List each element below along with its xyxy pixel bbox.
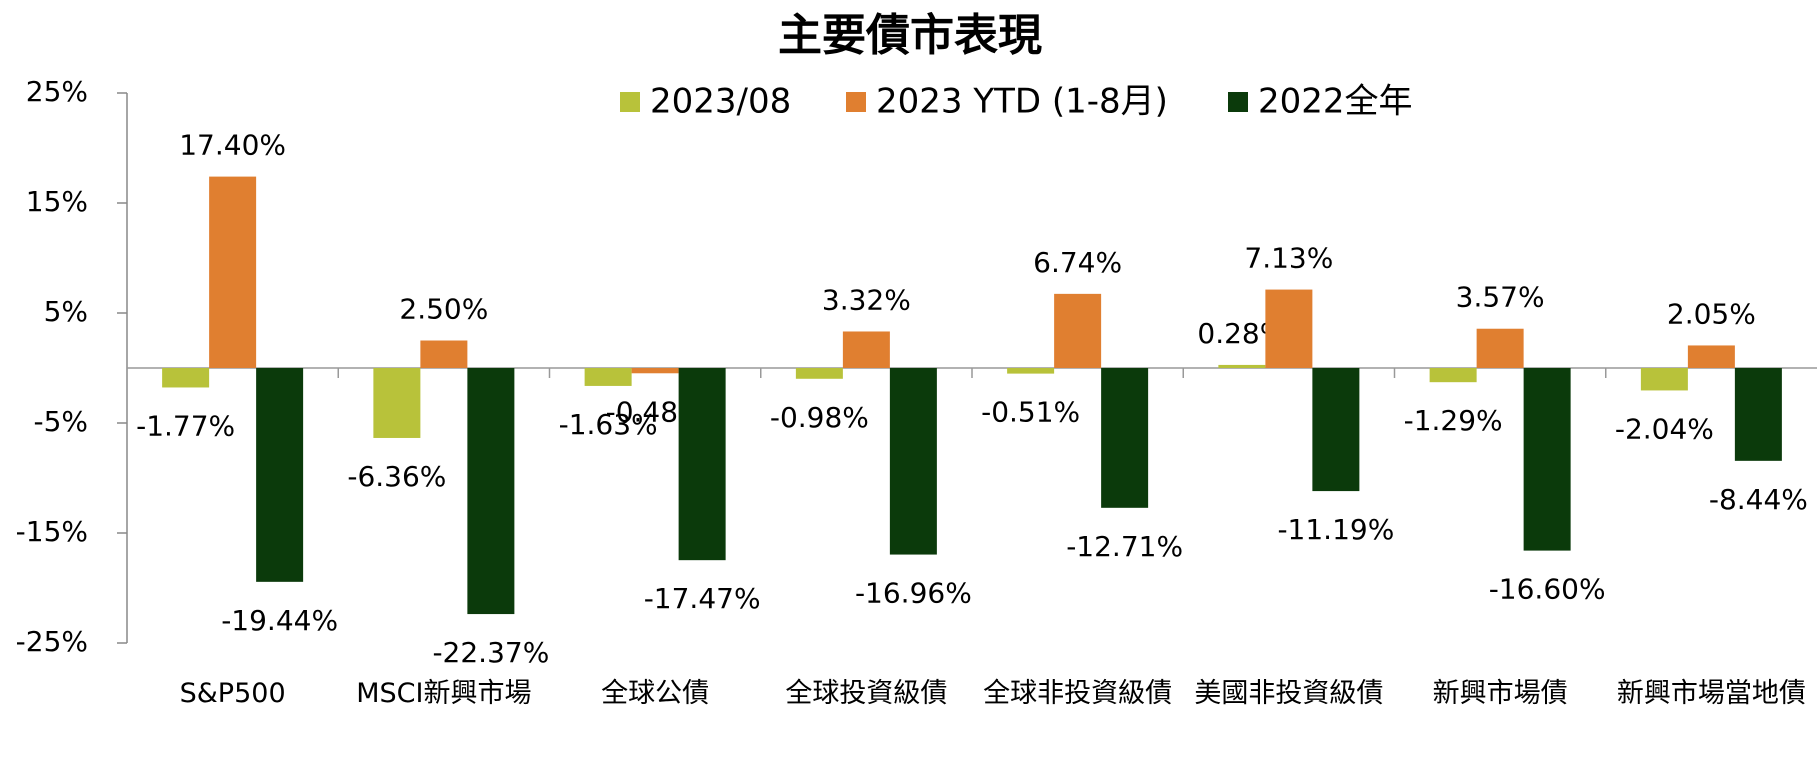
data-label: 3.32%	[822, 283, 911, 316]
bar	[842, 331, 890, 368]
x-tick-label: 全球投資級債	[785, 678, 948, 709]
data-label: -22.37%	[432, 636, 549, 669]
x-tick-label: 全球公債	[601, 678, 710, 709]
y-tick-label: 5%	[44, 295, 88, 328]
y-tick-label: -15%	[16, 515, 88, 548]
bar	[162, 368, 210, 388]
legend-swatch	[1228, 92, 1248, 112]
data-label: -0.51%	[981, 396, 1080, 429]
bar	[209, 176, 257, 368]
data-label: -19.44%	[221, 604, 338, 637]
bar	[1734, 368, 1782, 461]
data-label: -17.47%	[644, 582, 761, 615]
bar	[584, 368, 632, 386]
data-label: -2.04%	[1615, 412, 1714, 445]
data-label: 3.57%	[1456, 281, 1545, 314]
data-label: -12.71%	[1066, 530, 1183, 563]
y-tick-label: 15%	[26, 185, 88, 218]
bar	[1312, 368, 1360, 492]
x-tick-label: 全球非投資級債	[983, 678, 1173, 709]
chart-title: 主要債市表現	[778, 10, 1042, 61]
bar	[1054, 293, 1102, 368]
data-label: 6.74%	[1033, 246, 1122, 279]
legend-label: 2023 YTD (1-8月)	[876, 82, 1168, 122]
bar	[1476, 328, 1524, 368]
bar	[373, 368, 421, 438]
bar	[256, 368, 304, 582]
bar	[631, 368, 679, 374]
bar	[1265, 289, 1313, 368]
x-tick-label: 新興市場當地債	[1616, 678, 1806, 709]
data-label: -1.77%	[136, 409, 235, 442]
bar	[1523, 368, 1571, 551]
x-tick-label: 新興市場債	[1432, 678, 1568, 709]
y-tick-label: 25%	[26, 75, 88, 108]
x-tick-label: 美國非投資級債	[1194, 678, 1384, 709]
bar	[1429, 368, 1477, 383]
data-label: -6.36%	[347, 460, 446, 493]
bar	[678, 368, 726, 561]
bar	[795, 368, 843, 379]
legend-label: 2023/08	[650, 82, 791, 122]
data-label: -16.60%	[1489, 573, 1606, 606]
y-tick-label: -25%	[16, 625, 88, 658]
legend-swatch	[620, 92, 640, 112]
y-tick-label: -5%	[33, 405, 88, 438]
bar	[1101, 368, 1149, 508]
bar	[467, 368, 515, 615]
data-label: -0.98%	[770, 401, 869, 434]
data-label: 7.13%	[1244, 242, 1333, 275]
bar	[1640, 368, 1688, 391]
x-tick-label: MSCI新興市場	[356, 678, 532, 709]
legend-swatch	[846, 92, 866, 112]
bar	[889, 368, 937, 555]
data-label: 17.40%	[179, 129, 286, 162]
bar	[420, 340, 468, 368]
bar	[1687, 345, 1735, 368]
data-label: 2.05%	[1667, 297, 1756, 330]
bar	[1007, 368, 1055, 374]
bar	[1218, 364, 1266, 368]
data-label: 2.50%	[399, 293, 488, 326]
data-label: -16.96%	[855, 577, 972, 610]
data-label: -1.29%	[1404, 404, 1503, 437]
data-label: -1.63%	[559, 408, 658, 441]
x-tick-label: S&P500	[179, 678, 286, 709]
legend-label: 2022全年	[1258, 82, 1413, 122]
data-label: -8.44%	[1709, 483, 1808, 516]
data-label: -11.19%	[1277, 513, 1394, 546]
